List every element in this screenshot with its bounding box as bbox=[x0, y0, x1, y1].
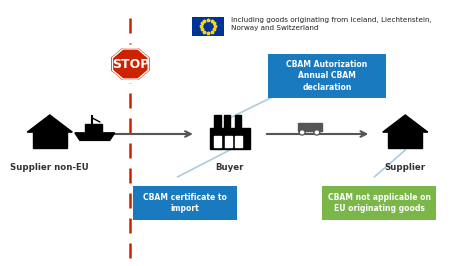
Polygon shape bbox=[225, 136, 232, 147]
Polygon shape bbox=[388, 132, 422, 148]
Circle shape bbox=[315, 131, 319, 134]
FancyBboxPatch shape bbox=[268, 54, 386, 98]
Polygon shape bbox=[236, 136, 242, 147]
FancyBboxPatch shape bbox=[192, 17, 224, 36]
Polygon shape bbox=[210, 128, 250, 149]
Text: Including goods originating from Iceland, Liechtenstein,
Norway and Switzerland: Including goods originating from Iceland… bbox=[231, 17, 432, 31]
FancyBboxPatch shape bbox=[133, 186, 237, 220]
Polygon shape bbox=[298, 123, 311, 131]
Text: CBAM Autorization
Annual CBAM
declaration: CBAM Autorization Annual CBAM declaratio… bbox=[286, 60, 368, 92]
Circle shape bbox=[314, 130, 320, 135]
Polygon shape bbox=[85, 124, 102, 133]
Polygon shape bbox=[215, 115, 220, 128]
Polygon shape bbox=[75, 133, 115, 140]
Polygon shape bbox=[235, 115, 241, 128]
Text: Buyer: Buyer bbox=[216, 163, 244, 172]
Circle shape bbox=[301, 131, 304, 134]
Text: CBAM not applicable on
EU originating goods: CBAM not applicable on EU originating go… bbox=[328, 193, 431, 213]
Text: STOP: STOP bbox=[112, 57, 149, 70]
Circle shape bbox=[299, 130, 305, 135]
Polygon shape bbox=[109, 46, 151, 82]
FancyBboxPatch shape bbox=[322, 186, 436, 220]
Polygon shape bbox=[224, 115, 230, 128]
Text: Supplier non-EU: Supplier non-EU bbox=[10, 163, 89, 172]
Polygon shape bbox=[311, 123, 322, 131]
Polygon shape bbox=[383, 115, 428, 132]
Text: CBAM certificate to
import: CBAM certificate to import bbox=[143, 193, 227, 213]
Polygon shape bbox=[214, 136, 221, 147]
Polygon shape bbox=[33, 132, 67, 148]
Text: Supplier: Supplier bbox=[385, 163, 426, 172]
Polygon shape bbox=[27, 115, 73, 132]
